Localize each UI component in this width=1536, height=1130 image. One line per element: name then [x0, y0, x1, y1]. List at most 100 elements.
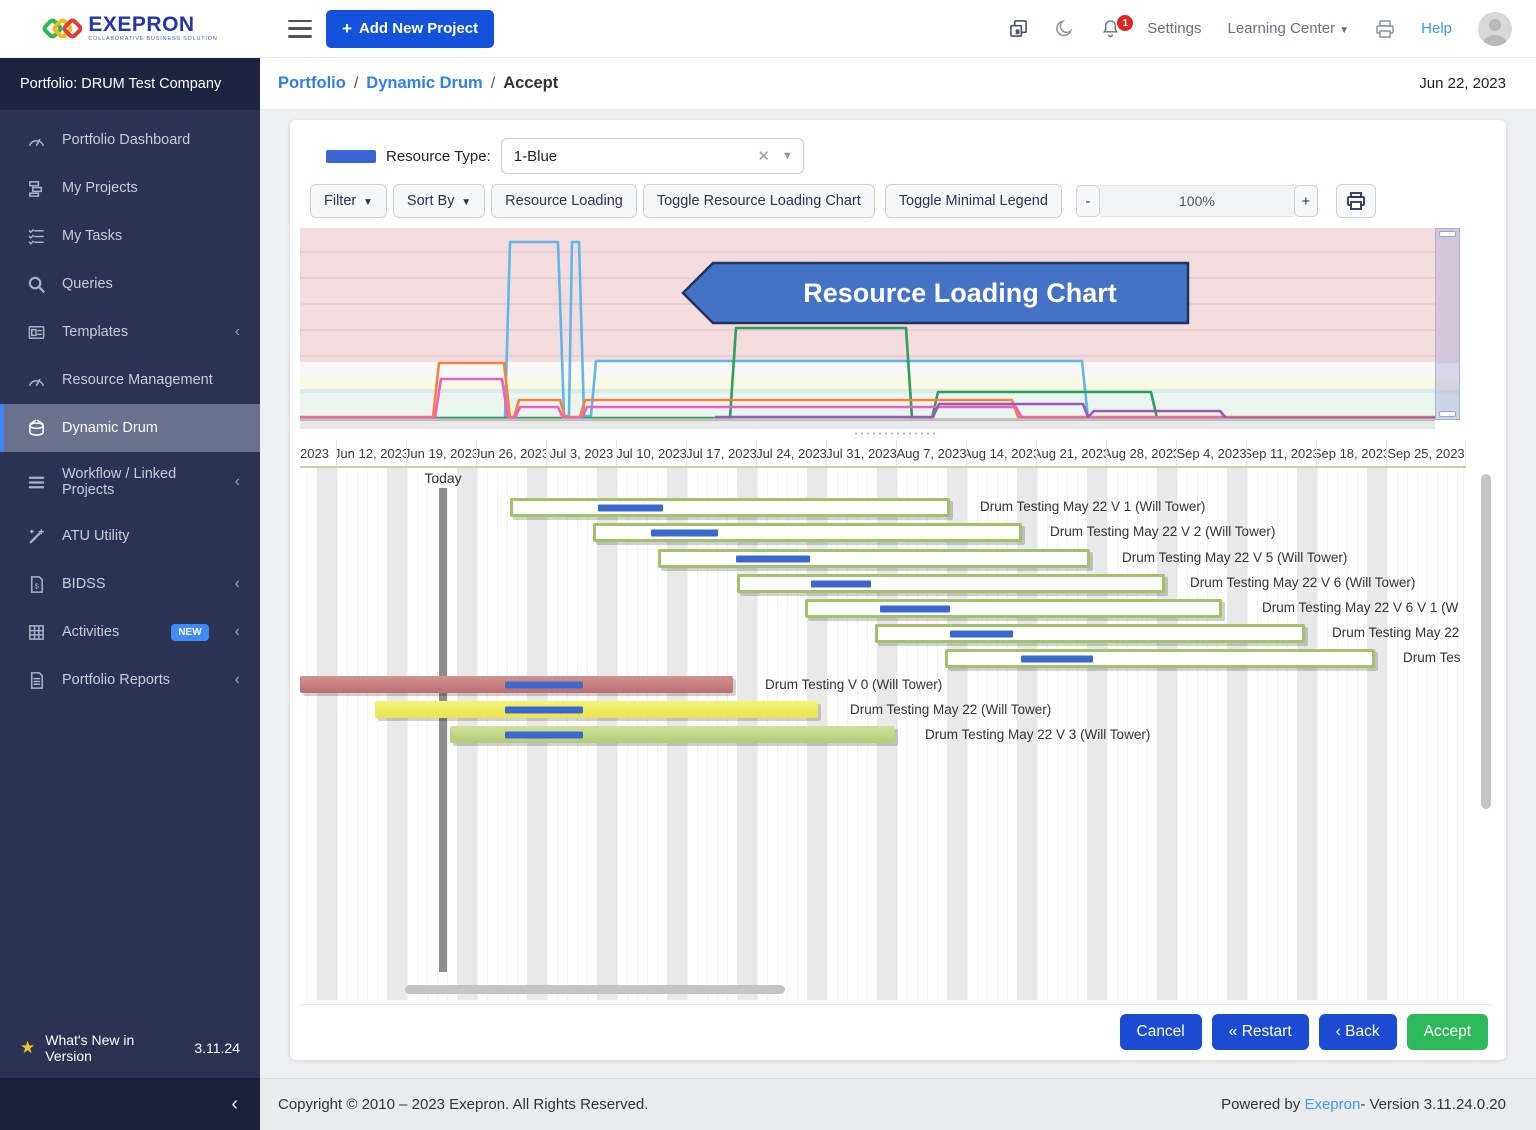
gantt-toolbar: Filter ▼ Sort By ▼ Resource Loading Togg…: [300, 184, 1492, 228]
task-bar-drum-testing-may-22-v-5-will-tower[interactable]: [658, 549, 1090, 568]
task-label: Drum Testing May 22 V 3 (Will Tower): [925, 727, 1151, 742]
vertical-scrollbar-track[interactable]: [1481, 470, 1492, 990]
restart-button[interactable]: « Restart: [1211, 1014, 1309, 1050]
gantt-date-cell: Jun 19, 2023: [407, 440, 477, 466]
gantt-body: Today Drum Testing May 22 V 1 (Will Towe…: [300, 468, 1466, 1000]
chevron-left-icon: ‹: [234, 623, 240, 640]
gantt-date-cell: 2023: [300, 440, 337, 466]
task-label: Drum Testing May 22 V 6 V 1 (W: [1262, 600, 1459, 615]
resource-segment: [598, 504, 663, 511]
sidebar-item-label: My Tasks: [62, 228, 123, 244]
add-new-project-button[interactable]: + Add New Project: [326, 9, 495, 48]
horizontal-scrollbar[interactable]: [405, 985, 785, 994]
sidebar-item-portfolio-reports[interactable]: Portfolio Reports ‹: [0, 656, 260, 704]
chevron-left-icon: ‹: [1335, 1023, 1341, 1040]
sidebar-item-my-projects[interactable]: My Projects: [0, 164, 260, 212]
task-bar-drum-testing-may-22-v-3-will-tower[interactable]: [450, 726, 895, 743]
sidebar-item-dynamic-drum[interactable]: Dynamic Drum: [0, 404, 260, 452]
new-badge: NEW: [171, 623, 209, 641]
sidebar-item-activities[interactable]: Activities NEW ‹: [0, 608, 260, 656]
task-bar-drum-testing-may-22-v-1-will-tower[interactable]: [510, 498, 950, 517]
logo-area: EXEPRON COLLABORATIVE BUSINESS SOLUTION: [0, 0, 260, 58]
zoom-out-button[interactable]: -: [1075, 185, 1100, 217]
brush-handle-top[interactable]: [1439, 231, 1456, 237]
toggle-minimal-legend-button[interactable]: Toggle Minimal Legend: [884, 184, 1062, 218]
resource-segment: [505, 681, 583, 688]
toggle-resource-loading-chart-button[interactable]: Toggle Resource Loading Chart: [642, 184, 875, 218]
gantt-date-cell: Aug 7, 2023: [897, 440, 967, 466]
zoom-level: 100%: [1099, 185, 1294, 217]
task-bar-drum-testing-may-22[interactable]: [875, 624, 1305, 643]
back-button[interactable]: ‹ Back: [1318, 1014, 1397, 1050]
sidebar-item-label: Portfolio Dashboard: [62, 132, 191, 148]
chart-gantt-splitter[interactable]: [300, 428, 1492, 440]
tasks-icon: [26, 226, 46, 246]
sidebar-item-my-tasks[interactable]: My Tasks: [0, 212, 260, 260]
resource-segment: [950, 630, 1013, 637]
gantt-date-header: 2023 Jun 12, 2023 Jun 19, 2023 Jun 26, 2023…: [300, 440, 1466, 468]
task-bar-drum-testing-may-22-v-6-v-1-w[interactable]: [805, 599, 1222, 618]
task-bar-drum-testing-v-0-will-tower[interactable]: [300, 676, 733, 693]
resource-loading-button[interactable]: Resource Loading: [491, 184, 637, 218]
vertical-scrollbar-thumb[interactable]: [1481, 474, 1491, 809]
whats-new-version: 3.11.24: [194, 1040, 240, 1056]
task-label: Drum Testing May 22 V 5 (Will Tower): [1122, 550, 1348, 565]
sidebar-item-workflow-linked-projects[interactable]: Workflow / Linked Projects ‹: [0, 452, 260, 512]
task-bar-drum-testing-may-22-v-2-will-tower[interactable]: [593, 523, 1022, 542]
breadcrumb-dynamic-drum[interactable]: Dynamic Drum: [366, 74, 483, 92]
gantt-date-cell: Jul 24, 2023: [757, 440, 827, 466]
task-bar-drum-testing-may-22-will-tower[interactable]: [375, 701, 818, 718]
filter-button[interactable]: Filter ▼: [310, 184, 387, 218]
gantt-date-cell: Aug 14, 2023: [967, 440, 1037, 466]
cancel-button[interactable]: Cancel: [1119, 1014, 1202, 1050]
learning-center-dropdown[interactable]: Learning Center ▼: [1227, 20, 1350, 37]
whats-new-link[interactable]: ★ What's New in Version 3.11.24: [20, 1032, 240, 1064]
help-link[interactable]: Help: [1421, 20, 1452, 37]
resource-segment: [505, 706, 583, 713]
action-bar: Cancel « Restart ‹ Back Accept: [300, 1004, 1492, 1060]
print-icon[interactable]: [1375, 19, 1395, 39]
gantt-date-cell: Sep 4, 2023: [1177, 440, 1247, 466]
clear-selection-icon[interactable]: ✕: [757, 148, 770, 165]
printer-icon: [1347, 192, 1365, 210]
breadcrumb-current: Accept: [503, 74, 559, 92]
menu-toggle-icon[interactable]: [288, 19, 312, 38]
sidebar-item-bidss[interactable]: $ BIDSS ‹: [0, 560, 260, 608]
sidebar-item-queries[interactable]: Queries: [0, 260, 260, 308]
notifications-bell-icon[interactable]: 1: [1101, 14, 1134, 39]
grid-icon: [26, 622, 46, 642]
current-date: Jun 22, 2023: [1419, 75, 1506, 92]
exepron-logo[interactable]: EXEPRON COLLABORATIVE BUSINESS SOLUTION: [42, 14, 217, 43]
user-avatar[interactable]: [1478, 11, 1512, 46]
sort-by-button[interactable]: Sort By ▼: [392, 184, 486, 218]
dark-mode-moon-icon[interactable]: [1055, 19, 1075, 39]
task-bar-drum-tes[interactable]: [945, 649, 1375, 668]
gantt-date-cell: Sep 11, 2023: [1247, 440, 1317, 466]
task-bar-drum-testing-may-22-v-6-will-tower[interactable]: [737, 574, 1165, 593]
sidebar-item-templates[interactable]: Templates ‹: [0, 308, 260, 356]
gantt-date-cell: Jun 26, 2023: [477, 440, 547, 466]
gantt-date-cell: Jul 17, 2023: [687, 440, 757, 466]
print-chart-button[interactable]: [1335, 184, 1376, 218]
brand-name: EXEPRON: [88, 13, 195, 37]
sidebar-item-portfolio-dashboard[interactable]: Portfolio Dashboard: [0, 116, 260, 164]
chart-range-scrollbar[interactable]: [1435, 228, 1460, 420]
sidebar-item-resource-management[interactable]: Resource Management: [0, 356, 260, 404]
sidebar-item-atu-utility[interactable]: ATU Utility: [0, 512, 260, 560]
accept-button[interactable]: Accept: [1406, 1014, 1488, 1050]
settings-link[interactable]: Settings: [1147, 20, 1202, 37]
brush-handle-bottom[interactable]: [1439, 411, 1456, 417]
gantt-date-cell: Jun 12, 2023: [337, 440, 407, 466]
breadcrumb-portfolio[interactable]: Portfolio: [278, 74, 346, 92]
top-header: + Add New Project 1: [260, 0, 1536, 58]
banner-arrow-shape: [681, 261, 1190, 325]
exepron-link[interactable]: Exepron: [1304, 1096, 1361, 1113]
task-label: Drum Tes: [1403, 650, 1461, 665]
zoom-in-button[interactable]: +: [1293, 185, 1318, 217]
breadcrumb: Portfolio / Dynamic Drum / Accept Jun 22…: [260, 58, 1536, 110]
report-icon: [26, 670, 46, 690]
windows-restore-icon[interactable]: [1009, 19, 1029, 39]
collapse-sidebar-icon[interactable]: ‹: [231, 1092, 238, 1115]
resource-type-select[interactable]: 1-Blue ✕ ▼: [500, 138, 804, 174]
